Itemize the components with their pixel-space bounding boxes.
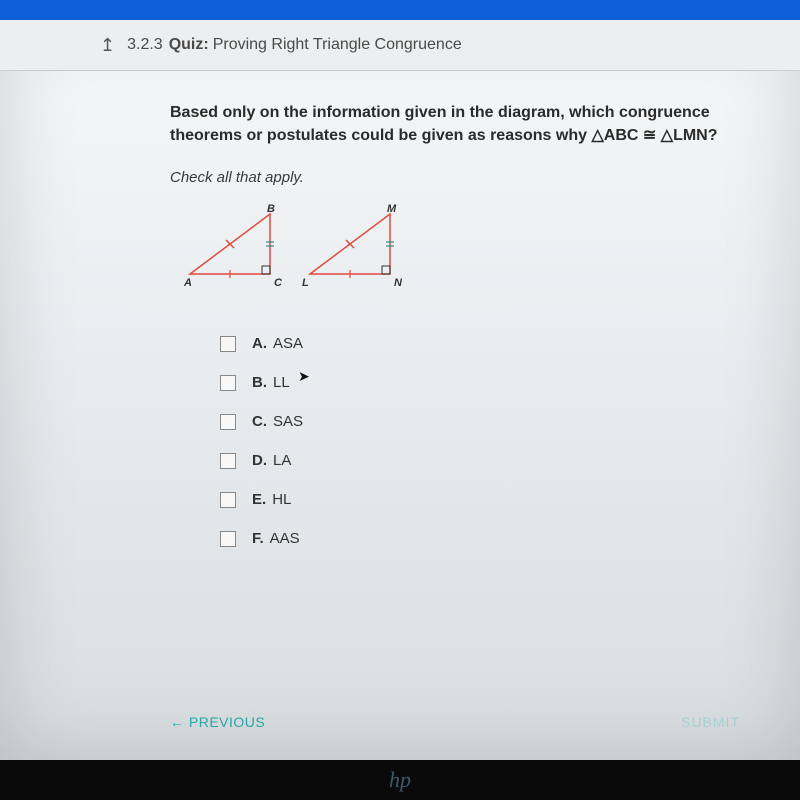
triangle-diagram: A B C L M N	[180, 204, 740, 299]
laptop-bezel: hp	[0, 760, 800, 800]
instruction-text: Check all that apply.	[170, 169, 740, 186]
submit-button[interactable]: SUBMIT	[681, 714, 740, 730]
answer-text: LL	[273, 374, 290, 391]
hp-logo: hp	[389, 767, 411, 793]
diagram-svg: A B C L M N	[180, 204, 420, 294]
answer-text: ASA	[273, 335, 303, 352]
triangle-symbol-1: △	[591, 127, 603, 144]
question-text: Based only on the information given in t…	[170, 101, 740, 147]
question-mark: ?	[708, 127, 718, 144]
mouse-cursor-icon: ➤	[298, 368, 310, 385]
answer-letter: C.	[252, 413, 267, 430]
answer-row[interactable]: C. SAS	[220, 413, 740, 430]
footer: ← PREVIOUS SUBMIT	[0, 714, 800, 730]
content-area: Based only on the information given in t…	[0, 71, 800, 547]
back-arrow-icon[interactable]: ↥	[100, 35, 115, 56]
quiz-header: ↥ 3.2.3 Quiz: Proving Right Triangle Con…	[0, 20, 800, 71]
label-m: M	[387, 204, 397, 215]
answer-row[interactable]: E. HL	[220, 491, 740, 508]
answer-letter: D.	[252, 452, 267, 469]
question-line1: Based only on the information given in t…	[170, 104, 710, 121]
right-angle-box-n	[382, 266, 390, 274]
answer-row[interactable]: B. LL ➤	[220, 374, 740, 391]
triangle-symbol-2: △	[661, 127, 673, 144]
answer-letter: A.	[252, 335, 267, 352]
previous-button[interactable]: ← PREVIOUS	[170, 714, 265, 730]
checkbox-b[interactable]	[220, 375, 236, 391]
label-c: C	[274, 277, 283, 289]
answer-row[interactable]: F. AAS	[220, 530, 740, 547]
label-a: A	[183, 277, 192, 289]
label-l: L	[302, 277, 309, 289]
answer-text: HL	[272, 491, 291, 508]
answer-text: SAS	[273, 413, 303, 430]
answer-letter: F.	[252, 530, 264, 547]
triangle-lmn: LMN	[673, 127, 708, 144]
checkbox-f[interactable]	[220, 531, 236, 547]
quiz-screen: ↥ 3.2.3 Quiz: Proving Right Triangle Con…	[0, 20, 800, 760]
answer-list: A. ASA B. LL ➤ C. SAS D. LA E.	[220, 335, 740, 547]
answer-row[interactable]: D. LA	[220, 452, 740, 469]
quiz-title: Proving Right Triangle Congruence	[213, 36, 462, 54]
question-line2-pre: theorems or postulates could be given as…	[170, 127, 591, 144]
checkbox-d[interactable]	[220, 453, 236, 469]
label-b: B	[267, 204, 275, 215]
section-number: 3.2.3	[127, 36, 163, 54]
quiz-label: Quiz:	[169, 36, 209, 54]
previous-label: PREVIOUS	[189, 714, 265, 730]
checkbox-a[interactable]	[220, 336, 236, 352]
arrow-left-icon: ←	[170, 714, 185, 730]
checkbox-e[interactable]	[220, 492, 236, 508]
checkbox-c[interactable]	[220, 414, 236, 430]
answer-text: LA	[273, 452, 291, 469]
browser-top-bar	[0, 0, 800, 20]
answer-text: AAS	[270, 530, 300, 547]
answer-letter: E.	[252, 491, 266, 508]
answer-letter: B.	[252, 374, 267, 391]
congruent-symbol: ≅	[643, 127, 656, 144]
right-angle-box-c	[262, 266, 270, 274]
label-n: N	[394, 277, 403, 289]
triangle-abc: ABC	[604, 127, 639, 144]
answer-row[interactable]: A. ASA	[220, 335, 740, 352]
